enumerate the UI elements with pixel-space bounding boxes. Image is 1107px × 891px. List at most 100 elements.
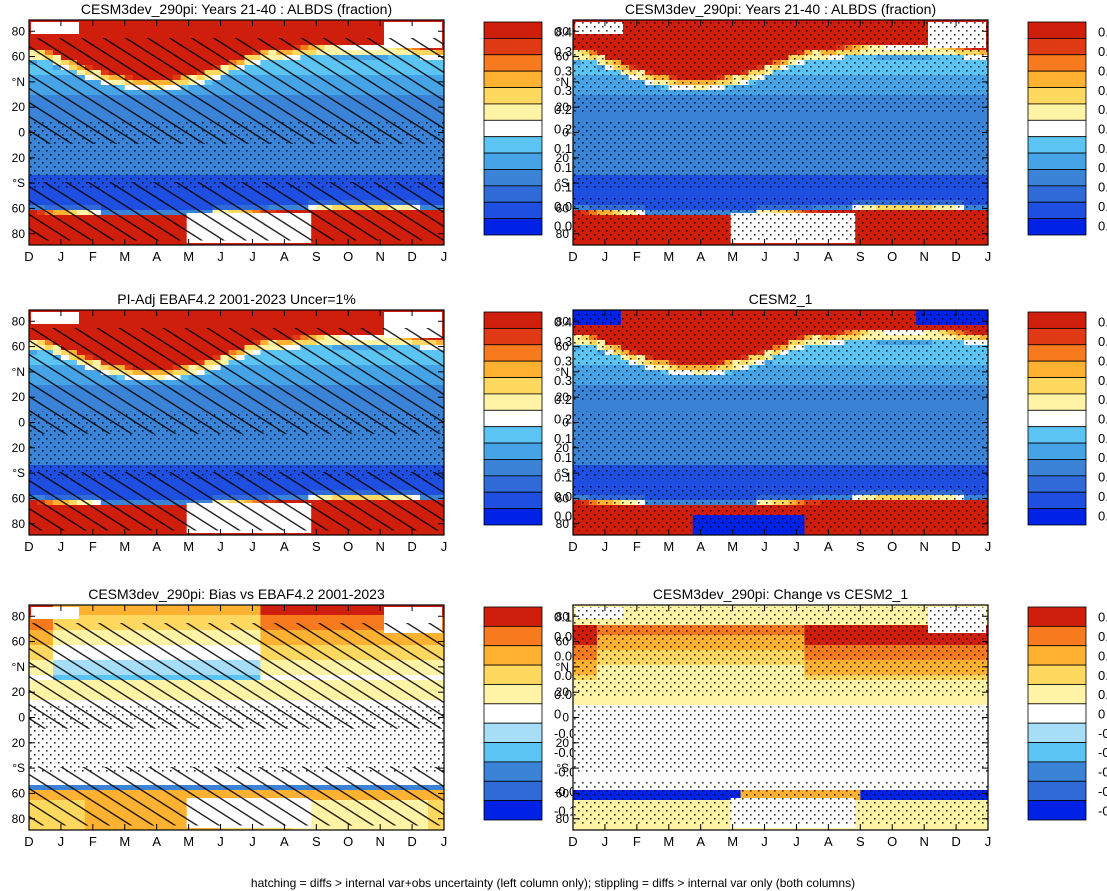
- heatmap-cell: [356, 35, 365, 41]
- heatmap-cell: [804, 190, 813, 196]
- colorbar-swatch: [1027, 152, 1087, 170]
- heatmap-cell: [436, 240, 445, 246]
- heatmap-cell: [132, 240, 142, 246]
- heatmap-cell: [612, 110, 622, 116]
- heatmap-cell: [620, 240, 630, 246]
- y-tick-label: 80: [12, 24, 26, 38]
- heatmap-cell: [573, 110, 582, 116]
- heatmap-cell: [708, 190, 718, 196]
- heatmap-cell: [156, 240, 166, 246]
- heatmap-cell: [588, 110, 598, 116]
- colorbar: 0.420.380.340.30.260.220.180.140.10.060.…: [483, 21, 579, 236]
- y-tick-label: 60: [556, 201, 570, 215]
- heatmap-cell: [100, 20, 110, 26]
- heatmap-cell: [732, 190, 741, 196]
- heatmap-cell: [156, 25, 166, 31]
- heatmap-cell: [884, 115, 893, 121]
- heatmap-cell: [844, 110, 853, 116]
- heatmap-cell: [980, 240, 989, 246]
- heatmap-cell: [228, 25, 237, 31]
- heatmap-cell: [196, 25, 205, 31]
- heatmap-cell: [268, 35, 277, 41]
- heatmap-cell: [260, 25, 269, 31]
- colorbar-swatch: [483, 54, 543, 72]
- heatmap-cell: [268, 20, 277, 26]
- heatmap-cell: [764, 110, 773, 116]
- heatmap-cell: [573, 240, 582, 246]
- heatmap-cell: [116, 25, 126, 31]
- heatmap-cell: [92, 25, 102, 31]
- heatmap-cell: [620, 110, 630, 116]
- panel-title: PI-Adj EBAF4.2 2001-2023 Uncer=1%: [117, 291, 356, 307]
- heatmap-cell: [716, 110, 726, 116]
- heatmap-cell: [948, 240, 957, 246]
- heatmap-cell: [724, 115, 734, 121]
- heatmap-cell: [940, 115, 949, 121]
- heatmap-cell: [676, 240, 686, 246]
- heatmap-cell: [836, 115, 845, 121]
- heatmap-cell: [188, 35, 197, 41]
- heatmap-cell: [788, 115, 797, 121]
- heatmap-cell: [180, 30, 190, 36]
- heatmap-cell: [100, 25, 110, 31]
- heatmap-cell: [324, 35, 333, 41]
- heatmap-cell: [580, 115, 590, 121]
- heatmap-cell: [924, 240, 933, 246]
- heatmap-cell: [92, 35, 102, 41]
- heatmap-cell: [972, 190, 981, 196]
- colorbar-label: 0.3: [1098, 83, 1107, 98]
- heatmap-cell: [764, 115, 773, 121]
- heatmap-cell: [348, 30, 357, 36]
- heatmap-cell: [316, 20, 325, 26]
- heatmap-cell: [44, 240, 54, 246]
- heatmap-cell: [204, 35, 213, 41]
- heatmap-cell: [372, 35, 381, 41]
- colorbar-label: 0.1: [554, 180, 572, 195]
- heatmap-cell: [292, 35, 301, 41]
- heatmap-cell: [156, 30, 166, 36]
- heatmap-cell: [820, 115, 829, 121]
- heatmap-cell: [76, 25, 86, 31]
- heatmap-cell: [140, 30, 150, 36]
- x-tick-label: J: [217, 249, 224, 264]
- heatmap-cell: [300, 35, 309, 41]
- heatmap-cell: [324, 30, 333, 36]
- heatmap-cell: [220, 35, 229, 41]
- heatmap-cell: [380, 240, 389, 246]
- heatmap-cell: [948, 190, 957, 196]
- heatmap-cell: [924, 115, 933, 121]
- heatmap-cell: [956, 115, 965, 121]
- y-tick-label: 20: [556, 100, 570, 114]
- heatmap-cell: [772, 110, 781, 116]
- heatmap-cell: [372, 240, 381, 246]
- heatmap-cell: [364, 240, 373, 246]
- colorbar-swatch: [483, 136, 543, 154]
- heatmap-cell: [244, 35, 253, 41]
- heatmap-cell: [644, 190, 654, 196]
- heatmap-cell: [308, 30, 317, 36]
- heatmap-cell: [796, 115, 805, 121]
- heatmap-cell: [940, 190, 949, 196]
- heatmap-cell: [396, 240, 405, 246]
- heatmap-cell: [788, 190, 797, 196]
- heatmap-cell: [628, 240, 638, 246]
- heatmap-cell: [940, 240, 949, 246]
- heatmap-cell: [908, 115, 917, 121]
- heatmap-cell: [36, 325, 46, 331]
- heatmap-cell: [29, 240, 38, 246]
- heatmap-cell: [612, 190, 622, 196]
- heatmap-cell: [812, 115, 821, 121]
- heatmap-cell: [308, 240, 317, 246]
- heatmap-cell: [780, 190, 789, 196]
- heatmap-cell: [228, 20, 237, 26]
- x-tick-label: F: [89, 249, 97, 264]
- heatmap-cell: [644, 115, 654, 121]
- heatmap-cell: [140, 20, 150, 26]
- heatmap-cell: [692, 115, 702, 121]
- heatmap-cell: [348, 20, 357, 26]
- heatmap-cell: [892, 110, 901, 116]
- heatmap-cell: [588, 190, 598, 196]
- heatmap-cell: [916, 190, 925, 196]
- heatmap-cell: [573, 115, 582, 121]
- heatmap-cell: [660, 190, 670, 196]
